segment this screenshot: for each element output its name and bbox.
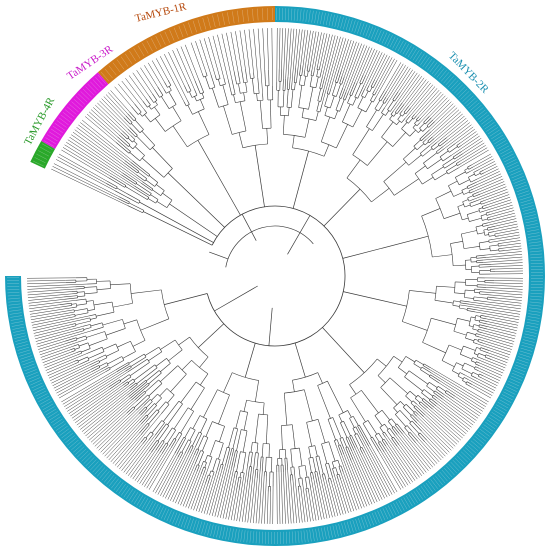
clade-label-myb-1r: TaMYB-1R <box>134 0 188 24</box>
clade-color-ring <box>5 6 545 546</box>
ring-segment-myb-1r <box>98 6 275 84</box>
tree-branches <box>27 28 523 524</box>
